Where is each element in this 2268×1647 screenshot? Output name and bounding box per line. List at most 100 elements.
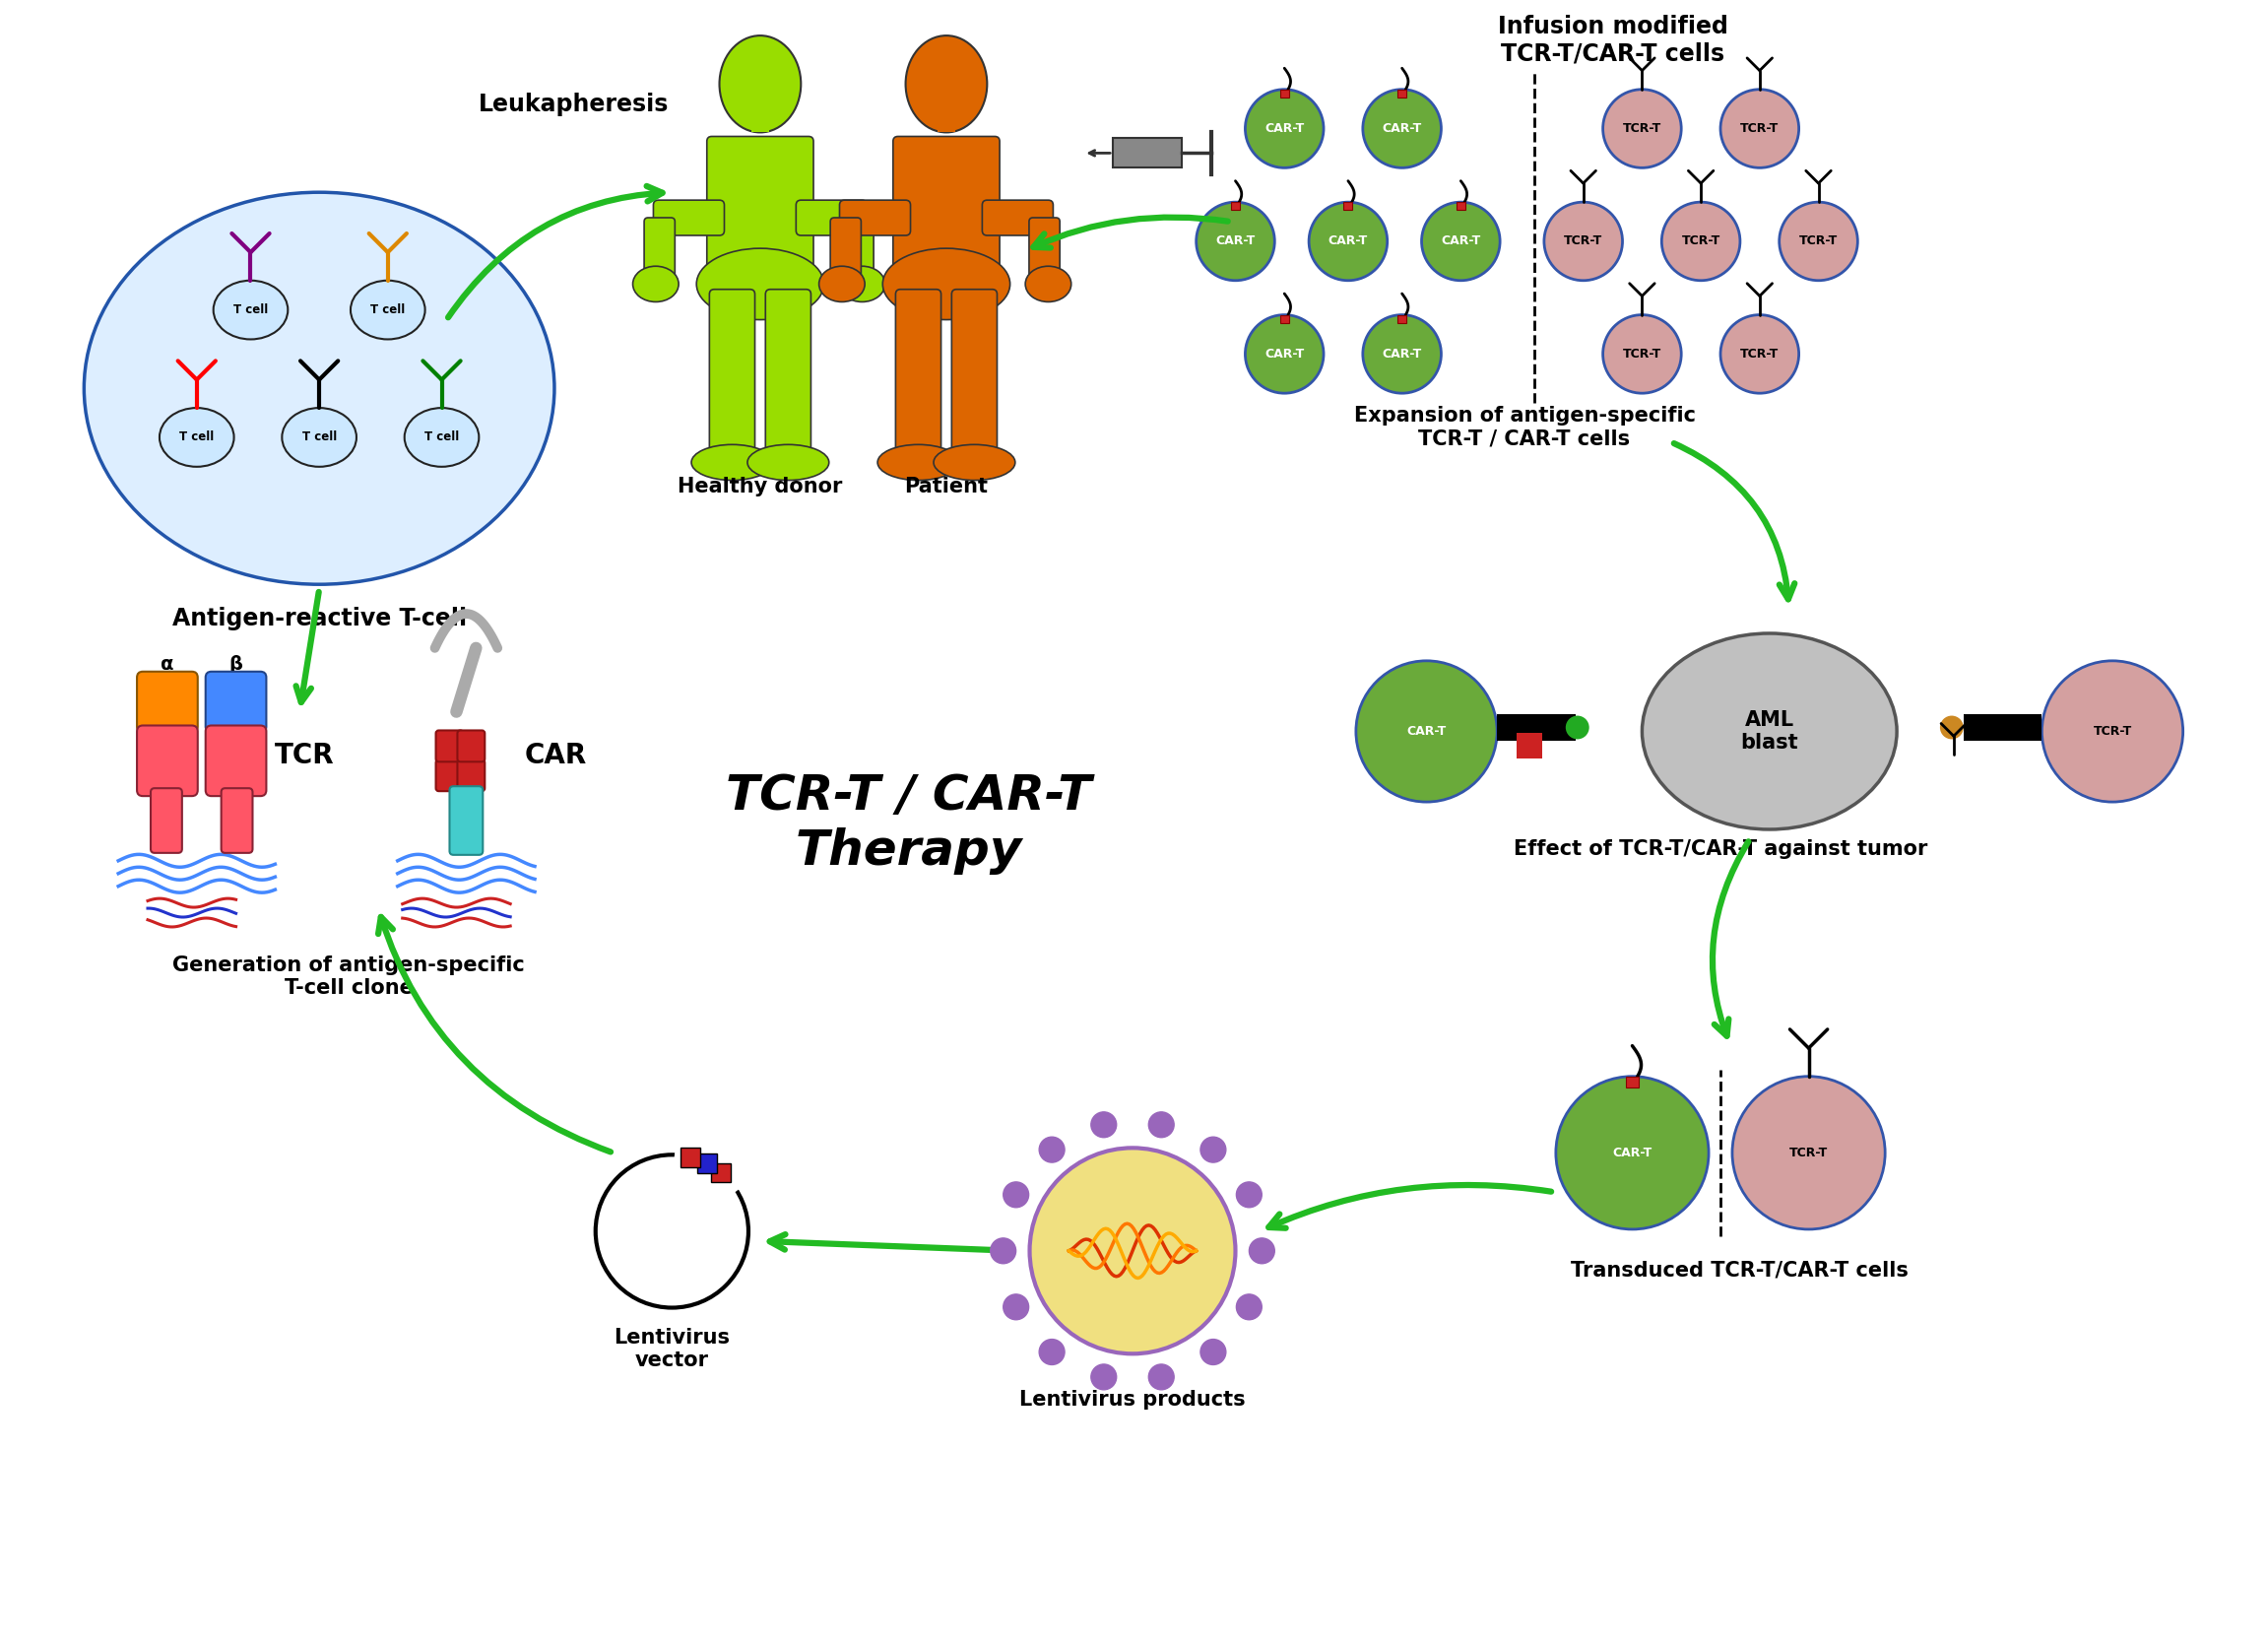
Ellipse shape bbox=[84, 193, 553, 585]
FancyBboxPatch shape bbox=[150, 789, 181, 853]
Bar bbox=[1343, 203, 1352, 211]
Text: CAR: CAR bbox=[524, 743, 587, 769]
Bar bbox=[1279, 89, 1288, 97]
Ellipse shape bbox=[404, 408, 479, 466]
Text: Generation of antigen-specific
T-cell clone: Generation of antigen-specific T-cell cl… bbox=[172, 955, 524, 998]
FancyBboxPatch shape bbox=[136, 672, 197, 733]
Ellipse shape bbox=[819, 267, 864, 301]
FancyBboxPatch shape bbox=[710, 290, 755, 464]
Circle shape bbox=[2041, 660, 2184, 802]
FancyBboxPatch shape bbox=[206, 725, 265, 796]
Ellipse shape bbox=[719, 36, 801, 132]
FancyBboxPatch shape bbox=[796, 201, 866, 236]
Ellipse shape bbox=[839, 267, 885, 301]
Text: T cell: T cell bbox=[302, 432, 336, 443]
Circle shape bbox=[1236, 1183, 1261, 1207]
Circle shape bbox=[1309, 203, 1388, 280]
Text: Expansion of antigen-specific
TCR-T / CAR-T cells: Expansion of antigen-specific TCR-T / CA… bbox=[1354, 407, 1696, 448]
Text: TCR: TCR bbox=[274, 743, 336, 769]
Circle shape bbox=[1780, 203, 1857, 280]
Bar bbox=[1456, 203, 1465, 211]
Circle shape bbox=[596, 1155, 748, 1308]
Text: Lentivirus products: Lentivirus products bbox=[1018, 1390, 1245, 1410]
Text: T cell: T cell bbox=[179, 432, 213, 443]
Circle shape bbox=[1603, 315, 1681, 394]
Bar bbox=[1397, 315, 1406, 323]
Bar bbox=[1232, 203, 1241, 211]
FancyBboxPatch shape bbox=[982, 201, 1052, 236]
Text: β: β bbox=[229, 656, 243, 674]
FancyBboxPatch shape bbox=[136, 725, 197, 796]
Ellipse shape bbox=[1025, 267, 1070, 301]
Ellipse shape bbox=[159, 408, 234, 466]
FancyBboxPatch shape bbox=[894, 137, 1000, 287]
FancyBboxPatch shape bbox=[1030, 217, 1059, 283]
Text: Transduced TCR-T/CAR-T cells: Transduced TCR-T/CAR-T cells bbox=[1572, 1260, 1910, 1280]
Ellipse shape bbox=[882, 249, 1009, 320]
Bar bbox=[1397, 89, 1406, 97]
Text: TCR-T: TCR-T bbox=[2093, 725, 2132, 738]
Text: TCR-T: TCR-T bbox=[1622, 348, 1662, 361]
FancyBboxPatch shape bbox=[708, 137, 814, 287]
Text: T cell: T cell bbox=[424, 432, 458, 443]
Bar bbox=[1279, 315, 1288, 323]
Circle shape bbox=[1556, 1077, 1708, 1229]
Circle shape bbox=[1200, 1339, 1227, 1365]
Circle shape bbox=[1236, 1295, 1261, 1319]
Circle shape bbox=[1603, 89, 1681, 168]
Text: TCR-T: TCR-T bbox=[1565, 236, 1603, 247]
Text: T cell: T cell bbox=[370, 303, 406, 316]
Bar bbox=[680, 1148, 701, 1166]
Text: TCR-T: TCR-T bbox=[1799, 236, 1837, 247]
Circle shape bbox=[1245, 315, 1325, 394]
Text: Healthy donor: Healthy donor bbox=[678, 476, 844, 496]
Text: TCR-T / CAR-T
Therapy: TCR-T / CAR-T Therapy bbox=[726, 772, 1091, 875]
Text: TCR-T: TCR-T bbox=[1740, 348, 1778, 361]
Bar bbox=[751, 97, 769, 132]
Text: CAR-T: CAR-T bbox=[1381, 122, 1422, 135]
Ellipse shape bbox=[633, 267, 678, 301]
Text: Antigen-reactive T-cell: Antigen-reactive T-cell bbox=[172, 606, 467, 631]
Bar bbox=[1626, 1077, 1640, 1087]
Text: TCR-T: TCR-T bbox=[1740, 122, 1778, 135]
Text: CAR-T: CAR-T bbox=[1613, 1146, 1651, 1159]
Ellipse shape bbox=[213, 280, 288, 339]
Circle shape bbox=[1030, 1148, 1236, 1354]
FancyBboxPatch shape bbox=[953, 290, 998, 464]
FancyBboxPatch shape bbox=[767, 290, 812, 464]
FancyBboxPatch shape bbox=[206, 672, 265, 733]
Circle shape bbox=[1200, 1136, 1227, 1163]
Text: TCR-T: TCR-T bbox=[1789, 1146, 1828, 1159]
Circle shape bbox=[1148, 1112, 1175, 1138]
Text: TCR-T: TCR-T bbox=[1681, 236, 1719, 247]
Bar bbox=[696, 1153, 717, 1173]
Bar bbox=[1517, 733, 1542, 759]
Circle shape bbox=[1422, 203, 1499, 280]
Text: Leukapheresis: Leukapheresis bbox=[479, 92, 669, 115]
Circle shape bbox=[1195, 203, 1275, 280]
FancyBboxPatch shape bbox=[839, 201, 909, 236]
Circle shape bbox=[1091, 1364, 1116, 1390]
Ellipse shape bbox=[905, 36, 987, 132]
FancyBboxPatch shape bbox=[458, 759, 485, 791]
Circle shape bbox=[1356, 660, 1497, 802]
Text: Lentivirus
vector: Lentivirus vector bbox=[615, 1327, 730, 1370]
Bar bbox=[937, 97, 955, 132]
Ellipse shape bbox=[748, 445, 830, 481]
Ellipse shape bbox=[692, 445, 773, 481]
Text: AML
blast: AML blast bbox=[1740, 710, 1799, 753]
FancyBboxPatch shape bbox=[830, 217, 862, 283]
Circle shape bbox=[1245, 89, 1325, 168]
Bar bbox=[1497, 713, 1576, 741]
Circle shape bbox=[1545, 203, 1622, 280]
Circle shape bbox=[1250, 1239, 1275, 1263]
Text: Effect of TCR-T/CAR-T against tumor: Effect of TCR-T/CAR-T against tumor bbox=[1513, 838, 1928, 858]
FancyBboxPatch shape bbox=[844, 217, 873, 283]
FancyBboxPatch shape bbox=[222, 789, 252, 853]
Ellipse shape bbox=[934, 445, 1016, 481]
Circle shape bbox=[1148, 1364, 1175, 1390]
FancyBboxPatch shape bbox=[653, 201, 723, 236]
Text: CAR-T: CAR-T bbox=[1216, 236, 1254, 247]
Circle shape bbox=[1721, 89, 1799, 168]
Text: CAR-T: CAR-T bbox=[1440, 236, 1481, 247]
